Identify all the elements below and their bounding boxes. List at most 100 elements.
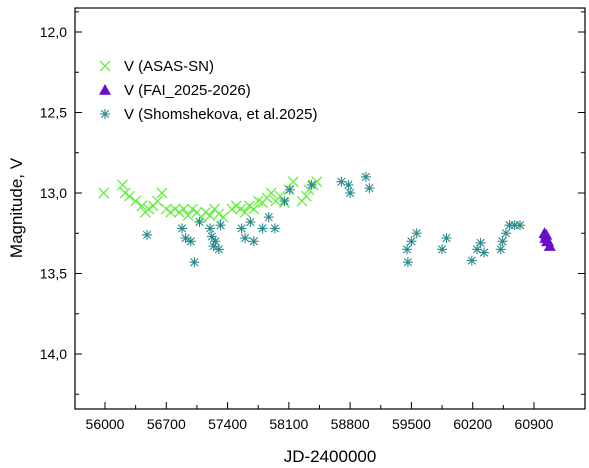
legend-marker-shomshekova [100, 109, 110, 119]
marker-stroke [252, 195, 264, 207]
data-point-asas-sn [130, 195, 142, 207]
x-tick-label: 60900 [515, 416, 554, 432]
marker-stroke [156, 187, 168, 199]
data-point-shomshekova [495, 244, 506, 255]
marker-stroke [117, 179, 128, 191]
marker-stroke [249, 237, 258, 246]
data-point-shomshekova [500, 228, 511, 239]
plot-frame [74, 7, 586, 410]
marker-stroke [515, 221, 525, 230]
marker-stroke [265, 187, 277, 199]
data-point-shomshekova [210, 236, 221, 247]
data-point-asas-sn [200, 206, 212, 218]
x-tick-label: 56700 [147, 416, 186, 432]
marker-stroke [402, 245, 412, 254]
data-point-asas-sn [156, 187, 168, 199]
marker-stroke [239, 206, 251, 218]
data-point-shomshekova [364, 183, 375, 194]
marker-stroke [195, 217, 204, 227]
data-point-shomshekova [208, 241, 219, 252]
marker-stroke [99, 60, 111, 72]
marker-stroke [182, 210, 194, 221]
data-point-shomshekova [441, 233, 452, 244]
axis-tick-labels: 56000 56700 57400 58100 58800 59500 60200 60900… [40, 24, 554, 432]
x-tick-label: 60200 [453, 416, 492, 432]
marker-stroke [211, 237, 220, 246]
data-point-asas-sn [117, 179, 128, 191]
data-point-asas-sn [169, 203, 181, 215]
data-point-asas-sn [173, 206, 185, 218]
data-point-shomshekova [142, 229, 153, 240]
data-point-asas-sn [217, 211, 229, 223]
marker-shape [543, 240, 556, 251]
data-point-asas-sn [182, 210, 194, 221]
marker-stroke [226, 203, 238, 215]
marker-stroke [479, 248, 489, 257]
y-tick-label: 13,5 [40, 266, 67, 282]
marker-stroke [501, 229, 511, 238]
marker-stroke [136, 200, 148, 212]
x-tick-label: 57400 [208, 416, 247, 432]
data-point-asas-sn [143, 203, 155, 215]
marker-stroke [187, 203, 199, 215]
data-point-shomshekova [306, 179, 317, 190]
marker-stroke [246, 217, 255, 227]
y-tick-label: 12,0 [40, 24, 67, 40]
data-point-shomshekova [279, 196, 290, 207]
marker-stroke [124, 190, 135, 202]
marker-stroke [143, 203, 155, 215]
data-point-asas-sn [230, 200, 242, 212]
axis-ticks [75, 11, 585, 409]
data-point-shomshekova [248, 236, 259, 247]
x-axis-title: JD-2400000 [284, 447, 377, 466]
marker-stroke [100, 109, 110, 119]
data-marks [98, 171, 556, 268]
marker-stroke [361, 172, 371, 182]
marker-stroke [476, 238, 485, 248]
marker-stroke [142, 230, 152, 239]
x-tick-label: 58800 [331, 416, 370, 432]
marker-stroke [169, 203, 181, 215]
marker-stroke [285, 185, 294, 194]
data-point-shomshekova [180, 233, 191, 244]
marker-stroke [467, 256, 476, 265]
data-point-shomshekova [269, 223, 280, 234]
marker-stroke [173, 206, 185, 218]
marker-stroke [207, 232, 216, 241]
data-point-shomshekova [205, 223, 216, 234]
data-point-shomshekova [189, 257, 200, 268]
data-point-asas-sn [119, 187, 131, 199]
marker-stroke [119, 187, 131, 199]
marker-stroke [160, 203, 172, 215]
data-point-asas-sn [187, 203, 199, 215]
marker-stroke [365, 184, 374, 193]
marker-stroke [258, 224, 267, 233]
marker-stroke [237, 224, 246, 233]
marker-stroke [498, 237, 507, 246]
data-point-shomshekova [343, 179, 354, 190]
marker-stroke [217, 211, 229, 223]
data-point-asas-sn [165, 206, 177, 218]
marker-stroke [248, 203, 260, 215]
legend-marker-fai [99, 84, 111, 95]
data-point-asas-sn [265, 187, 277, 199]
marker-stroke [181, 233, 190, 243]
data-point-shomshekova [345, 188, 356, 198]
x-tick-label: 56000 [86, 416, 125, 432]
marker-stroke [472, 245, 482, 254]
marker-stroke [178, 203, 190, 215]
marker-stroke [274, 190, 286, 202]
data-point-shomshekova [406, 236, 417, 247]
data-point-shomshekova [194, 216, 205, 227]
data-point-shomshekova [514, 220, 525, 231]
legend-label-asas-sn: V (ASAS-SN) [124, 58, 214, 75]
data-point-asas-sn [152, 195, 163, 207]
marker-stroke [230, 200, 242, 212]
marker-shape [99, 84, 111, 95]
data-point-shomshekova [402, 244, 413, 255]
marker-stroke [204, 210, 216, 221]
marker-stroke [270, 224, 279, 233]
marker-shape [540, 228, 553, 240]
data-point-asas-sn [136, 200, 148, 212]
